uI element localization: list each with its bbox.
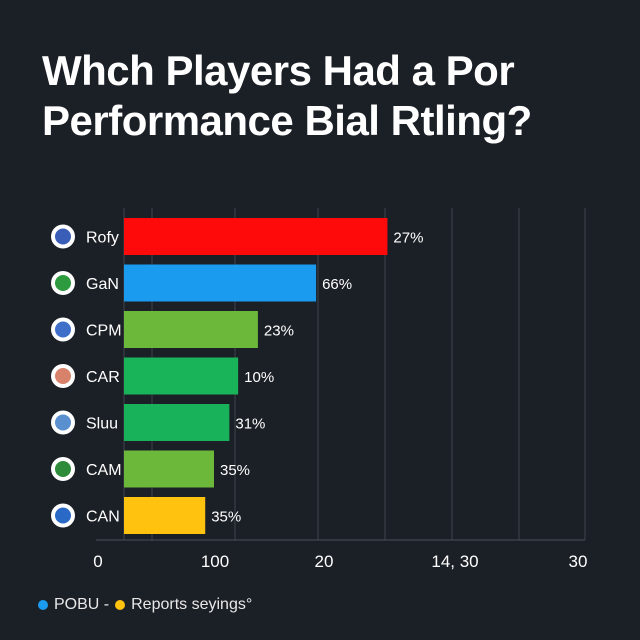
chart-title: Whch Players Had a Por Performance Bial … <box>42 46 622 146</box>
legend-label-2: Reports seyings° <box>131 596 253 613</box>
bar-rofy <box>124 218 388 255</box>
player-avatar-face-icon-6 <box>55 461 71 477</box>
bar-cpm <box>124 311 258 348</box>
bar-can <box>124 497 206 534</box>
bar-sluu <box>124 404 230 441</box>
chart-title-line-1: Whch Players Had a Por <box>42 47 515 94</box>
legend-swatch-2 <box>115 600 126 610</box>
data-label-2: 66% <box>322 276 352 293</box>
bar-car <box>124 357 239 395</box>
player-avatar-face-icon-4 <box>55 368 71 384</box>
chart-title-line-2: Performance Bial Rtling? <box>42 97 532 144</box>
data-label-3: 23% <box>264 323 294 340</box>
category-label-3: CPM <box>86 323 122 340</box>
player-avatar-face-icon-5 <box>55 414 71 431</box>
category-label-7: CAN <box>86 509 120 526</box>
category-label-5: Sluu <box>86 416 118 433</box>
category-label-4: CAR <box>86 369 120 386</box>
data-label-7: 35% <box>211 509 241 526</box>
category-label-6: CAM <box>86 462 122 479</box>
player-avatar-face-icon-2 <box>55 275 71 291</box>
legend: POBU - Reports seyings° <box>38 596 252 614</box>
data-label-5: 31% <box>235 416 265 433</box>
category-label-1: Rofy <box>86 230 119 247</box>
x-tick-label-2: 100 <box>201 552 229 571</box>
x-tick-label-4: 14, 30 <box>431 552 478 571</box>
legend-item-1: POBU - <box>38 596 109 614</box>
x-tick-label-5: 30 <box>569 552 588 571</box>
player-avatar-face-icon-3 <box>55 321 71 338</box>
legend-label-1: POBU - <box>54 596 110 613</box>
x-tick-label-3: 20 <box>315 552 334 571</box>
legend-swatch-1 <box>38 600 48 610</box>
legend-item-2: Reports seyings° <box>115 596 252 614</box>
data-label-6: 35% <box>220 462 250 479</box>
player-avatar-face-icon-1 <box>55 228 71 245</box>
data-label-1: 27% <box>393 230 423 247</box>
player-avatar-face-icon-7 <box>55 507 71 524</box>
bar-gan <box>124 264 317 302</box>
category-label-2: GaN <box>86 276 119 293</box>
bar-cam <box>124 450 215 488</box>
data-label-4: 10% <box>244 369 274 386</box>
x-tick-label-1: 0 <box>93 552 102 571</box>
